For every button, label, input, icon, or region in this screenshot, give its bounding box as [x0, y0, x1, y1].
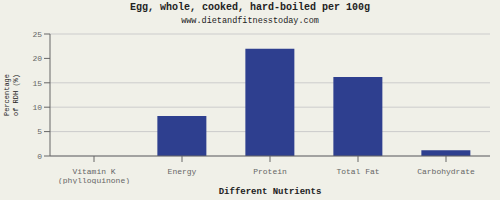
svg-text:0: 0	[37, 152, 42, 161]
svg-text:15: 15	[32, 79, 42, 88]
html-text:Percentage of RDH (%): Percentage of RDH (%)	[3, 74, 20, 116]
svg-text:Total Fat: Total Fat	[336, 167, 379, 176]
svg-text:20: 20	[32, 54, 42, 63]
svg-text:25: 25	[32, 30, 42, 39]
svg-text:10: 10	[32, 103, 42, 112]
svg-text:Energy: Energy	[168, 167, 197, 176]
svg-text:Protein: Protein	[253, 167, 287, 176]
svg-text:Vitamin K(phylloquinone): Vitamin K(phylloquinone)	[58, 167, 130, 184]
html-text:Egg, whole, cooked, hard-boile: Egg, whole, cooked, hard-boiled per 100g	[130, 2, 370, 13]
svg-text:5: 5	[37, 127, 42, 136]
html-text:www.dietandfitnesstoday.com: www.dietandfitnesstoday.com	[181, 16, 319, 26]
html-text:Different Nutrients: Different Nutrients	[218, 187, 322, 197]
svg-text:Carbohydrate: Carbohydrate	[417, 167, 475, 176]
